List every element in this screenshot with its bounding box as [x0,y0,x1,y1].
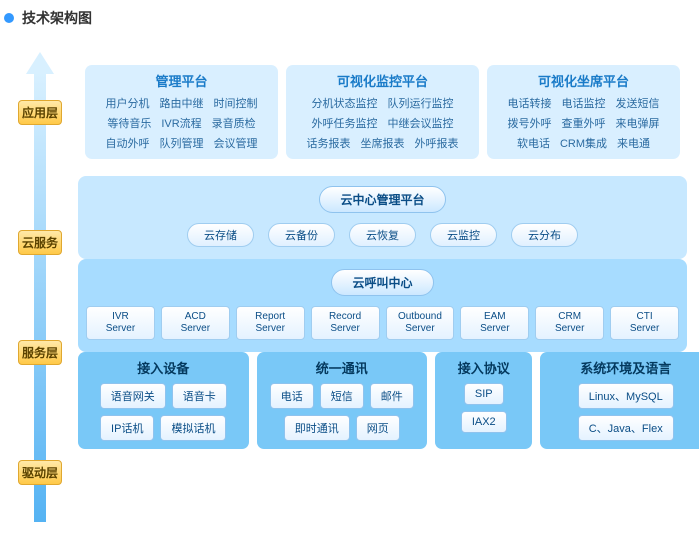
app-item: 外呼任务监控 [312,115,378,133]
app-item: 等待音乐 [107,115,151,133]
app-item: 外呼报表 [415,135,459,153]
driver-item: 短信 [320,383,364,409]
app-item: 自动外呼 [106,135,150,153]
driver-panel-items: SIP IAX2 [441,383,526,433]
driver-panel: 接入设备语音网关语音卡 IP话机模拟话机 [78,352,249,449]
driver-item: 模拟话机 [160,415,226,441]
app-item: 查重外呼 [562,115,606,133]
app-item: 会议管理 [214,135,258,153]
cloud-item: 云分布 [511,223,578,247]
service-items-row: IVRServerACDServerReportServerRecordServ… [86,306,679,340]
title-bullet [4,13,14,23]
driver-panel-items: Linux、MySQL C、Java、Flex [546,383,699,441]
driver-panel: 系统环境及语言 Linux、MySQL C、Java、Flex [540,352,699,449]
driver-panel: 接入协议 SIP IAX2 [435,352,532,449]
app-panel: 管理平台用户分机路由中继时间控制等待音乐 IVR流程录音质检自动外呼队列管理会议管… [85,65,278,159]
app-item: 话务报表 [307,135,351,153]
app-panel-items: 用户分机路由中继时间控制等待音乐 IVR流程录音质检自动外呼队列管理会议管理 [89,95,274,153]
driver-item: 邮件 [370,383,414,409]
app-panel-items: 电话转接电话监控发送短信拨号外呼查重外呼来电弹屏软电话 CRM集成来电通 [491,95,676,153]
driver-panel-title: 统一通讯 [263,358,422,377]
app-item: 电话转接 [508,95,552,113]
cloud-item: 云备份 [268,223,335,247]
service-item: CRMServer [535,306,604,340]
diagram-content: 管理平台用户分机路由中继时间控制等待音乐 IVR流程录音质检自动外呼队列管理会议管… [78,58,687,459]
label-app: 应用层 [18,100,62,125]
driver-item: 电话 [270,383,314,409]
app-item: 队列运行监控 [388,95,454,113]
cloud-layer: 云中心管理平台 云存储云备份云恢复云监控云分布 [78,176,687,259]
driver-item: C、Java、Flex [578,415,674,441]
app-item: 电话监控 [562,95,606,113]
app-item: 路由中继 [160,95,204,113]
app-item: 队列管理 [160,135,204,153]
app-panel: 可视化坐席平台电话转接电话监控发送短信拨号外呼查重外呼来电弹屏软电话 CRM集成来… [487,65,680,159]
driver-layer: 接入设备语音网关语音卡IP话机模拟话机统一通讯电话短信邮件即时通讯网页接入协议S… [78,352,687,449]
app-item: 软电话 [517,135,550,153]
app-panels-row: 管理平台用户分机路由中继时间控制等待音乐 IVR流程录音质检自动外呼队列管理会议管… [85,65,680,159]
app-item: 用户分机 [106,95,150,113]
label-cloud: 云服务 [18,230,62,255]
driver-item: 即时通讯 [284,415,350,441]
app-panel-title: 可视化坐席平台 [491,71,676,90]
service-item: EAMServer [460,306,529,340]
driver-item: SIP [464,383,504,405]
service-main-row: 云呼叫中心 [86,269,679,296]
app-item: 拨号外呼 [508,115,552,133]
app-panel: 可视化监控平台分机状态监控队列运行监控外呼任务监控中继会议监控话务报表坐席报表外… [286,65,479,159]
driver-panel-title: 系统环境及语言 [546,358,699,377]
app-item: IVR流程 [161,115,201,133]
driver-item: 语音卡 [172,383,227,409]
arrow-head-icon [26,52,54,74]
app-item: 发送短信 [616,95,660,113]
app-panel-title: 管理平台 [89,71,274,90]
cloud-items-row: 云存储云备份云恢复云监控云分布 [86,223,679,247]
app-item: 坐席报表 [361,135,405,153]
app-item: 来电通 [617,135,650,153]
diagram-title: 技术架构图 [22,8,92,28]
driver-panel-items: 电话短信邮件即时通讯网页 [263,383,422,441]
label-service: 服务层 [18,340,62,365]
driver-item: IP话机 [100,415,154,441]
driver-panels-row: 接入设备语音网关语音卡IP话机模拟话机统一通讯电话短信邮件即时通讯网页接入协议S… [78,352,687,449]
app-panel-items: 分机状态监控队列运行监控外呼任务监控中继会议监控话务报表坐席报表外呼报表 [290,95,475,153]
app-item: CRM集成 [560,135,607,153]
app-layer: 管理平台用户分机路由中继时间控制等待音乐 IVR流程录音质检自动外呼队列管理会议管… [78,58,687,166]
cloud-item: 云监控 [430,223,497,247]
service-item: ReportServer [236,306,305,340]
driver-panel-items: 语音网关语音卡 IP话机模拟话机 [84,383,243,441]
driver-item: Linux、MySQL [578,383,674,409]
service-item: CTIServer [610,306,679,340]
arrow-shaft [34,72,46,522]
app-item: 时间控制 [214,95,258,113]
service-item: ACDServer [161,306,230,340]
driver-item: IAX2 [461,411,507,433]
label-driver: 驱动层 [18,460,62,485]
app-item: 中继会议监控 [388,115,454,133]
diagram-title-row: 技术架构图 [0,0,699,28]
driver-panel: 统一通讯电话短信邮件即时通讯网页 [257,352,428,449]
layer-arrow: 应用层 云服务 服务层 驱动层 [32,60,48,520]
service-item: IVRServer [86,306,155,340]
service-main-pill: 云呼叫中心 [331,269,433,296]
driver-item: 网页 [356,415,400,441]
driver-panel-title: 接入设备 [84,358,243,377]
app-item: 来电弹屏 [616,115,660,133]
service-item: RecordServer [311,306,380,340]
service-item: OutboundServer [386,306,455,340]
service-layer: 云呼叫中心 IVRServerACDServerReportServerReco… [78,259,687,352]
app-panel-title: 可视化监控平台 [290,71,475,90]
cloud-item: 云存储 [187,223,254,247]
app-item: 录音质检 [212,115,256,133]
cloud-item: 云恢复 [349,223,416,247]
driver-item: 语音网关 [100,383,166,409]
driver-panel-title: 接入协议 [441,358,526,377]
app-item: 分机状态监控 [312,95,378,113]
cloud-main-row: 云中心管理平台 [86,186,679,213]
cloud-main-pill: 云中心管理平台 [319,186,445,213]
